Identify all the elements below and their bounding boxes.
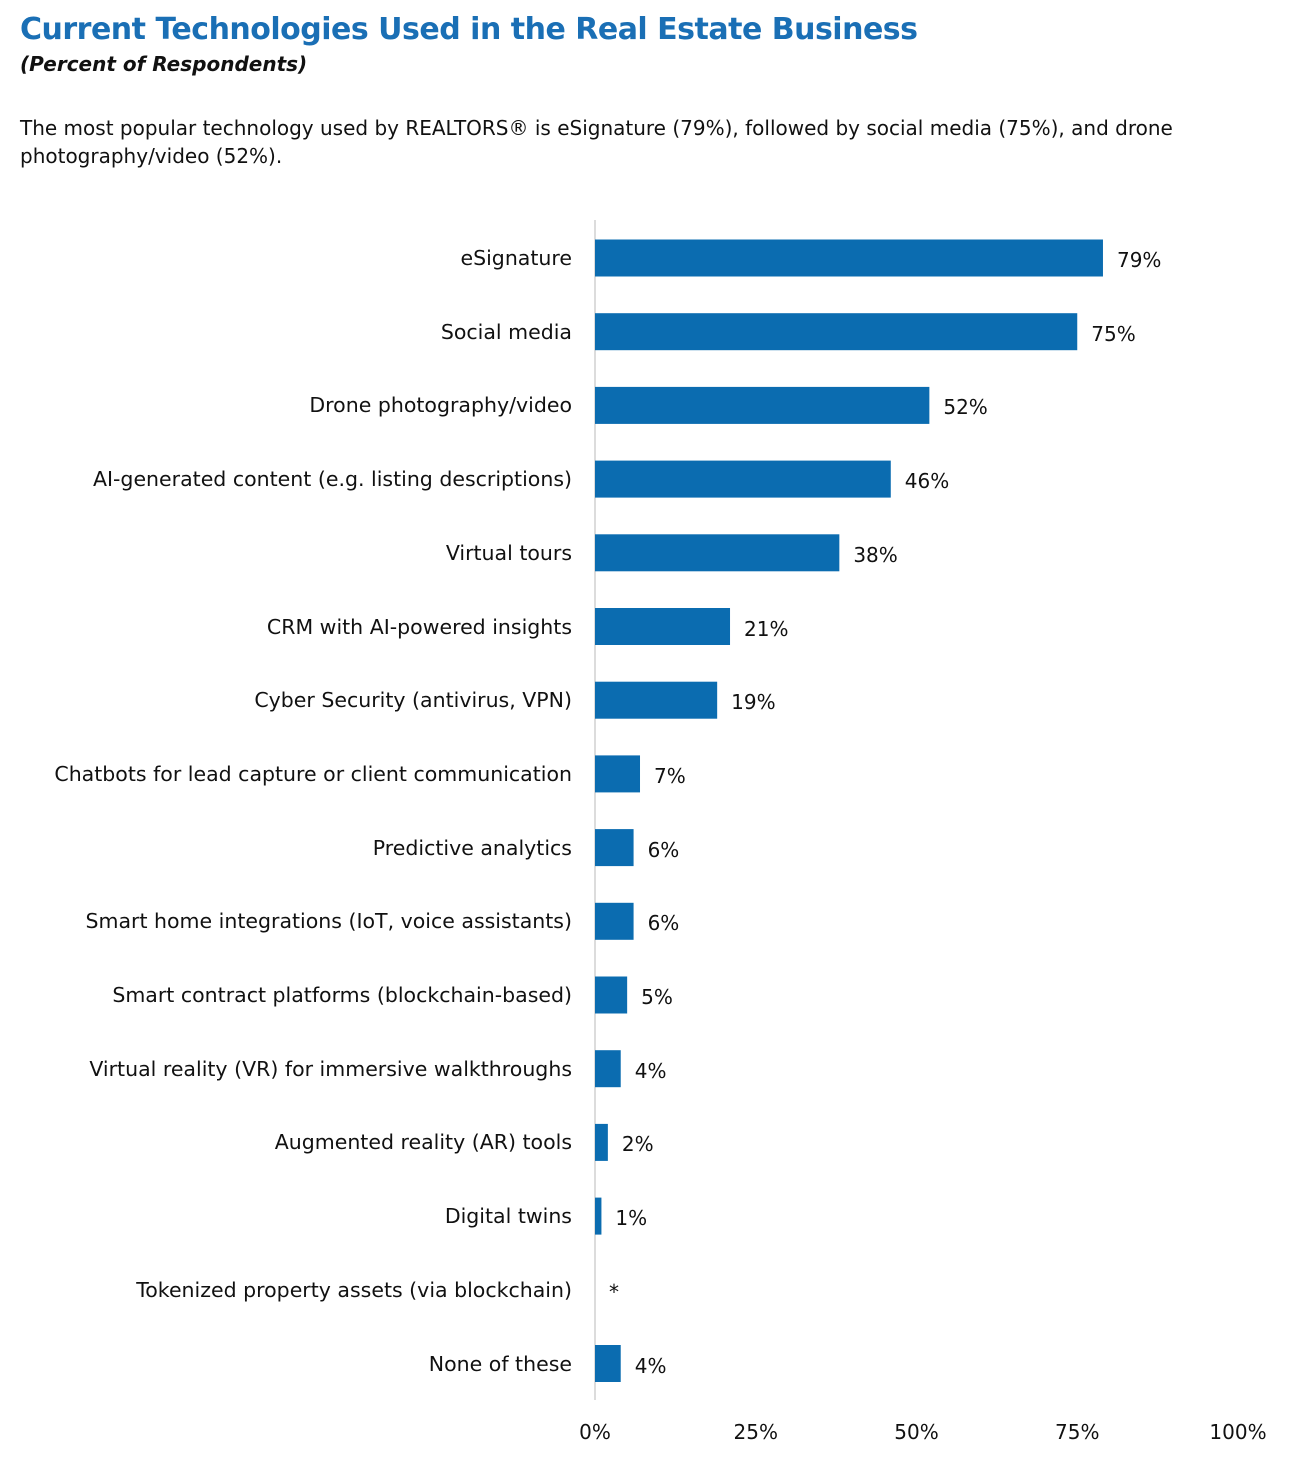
description: The most popular technology used by REAL… (20, 116, 1173, 168)
bar (595, 608, 731, 645)
value-label: 5% (641, 985, 673, 1009)
category-label: Virtual tours (445, 540, 572, 565)
bar (595, 1197, 602, 1235)
category-label: AI-generated content (e.g. listing descr… (92, 467, 572, 492)
value-label: 52% (943, 395, 988, 420)
value-label: 46% (904, 469, 950, 494)
category-label: CRM with AI-powered insights (266, 614, 572, 639)
category-label: Tokenized property assets (via blockchai… (136, 1277, 572, 1302)
category-label: Social media (440, 319, 572, 344)
value-label: 4% (634, 1353, 667, 1378)
value-label: 2% (621, 1132, 654, 1157)
bar (595, 755, 641, 793)
bar (595, 534, 840, 572)
value-label: 4% (634, 1058, 667, 1083)
chart-subtitle: (Percent of Respondents) (20, 52, 308, 76)
bar (595, 1123, 608, 1161)
bar (595, 386, 930, 424)
value-label: 6% (647, 837, 680, 862)
value-label: 21% (744, 616, 789, 641)
chart-title: Current Technologies Used in the Real Es… (20, 12, 918, 47)
value-label: 6% (647, 911, 680, 936)
bar (595, 829, 634, 867)
category-label: None of these (428, 1351, 572, 1376)
category-label: eSignature (460, 246, 572, 270)
x-tick-label: 25% (733, 1420, 778, 1444)
bar (595, 1050, 621, 1088)
bar (595, 1345, 621, 1382)
category-label: Virtual reality (VR) for immersive walkt… (89, 1056, 572, 1081)
value-label: 75% (1091, 321, 1136, 346)
category-label: Augmented reality (AR) tools (274, 1130, 572, 1155)
bar (595, 902, 634, 940)
bar (595, 239, 1103, 277)
x-tick-label: 0% (579, 1420, 611, 1444)
category-label: Cyber Security (antivirus, VPN) (254, 688, 572, 713)
category-label: Smart contract platforms (blockchain-bas… (112, 983, 572, 1007)
category-label: Digital twins (444, 1204, 572, 1229)
bar (595, 460, 891, 498)
value-label: 38% (853, 542, 898, 567)
category-label: Drone photography/video (309, 393, 572, 418)
x-tick-label: 50% (894, 1420, 939, 1444)
value-label: 7% (654, 763, 686, 788)
bar (595, 976, 628, 1014)
value-label: 19% (731, 690, 776, 715)
value-label: 1% (615, 1206, 648, 1231)
category-label: Chatbots for lead capture or client comm… (54, 761, 572, 786)
bar (595, 313, 1078, 351)
value-label: 79% (1116, 248, 1162, 272)
x-tick-label: 100% (1209, 1420, 1267, 1444)
category-label: Smart home integrations (IoT, voice assi… (85, 909, 573, 934)
bar (595, 681, 718, 719)
category-label: Predictive analytics (372, 835, 572, 860)
value-label: * (609, 1279, 619, 1304)
x-tick-label: 75% (1055, 1420, 1100, 1444)
